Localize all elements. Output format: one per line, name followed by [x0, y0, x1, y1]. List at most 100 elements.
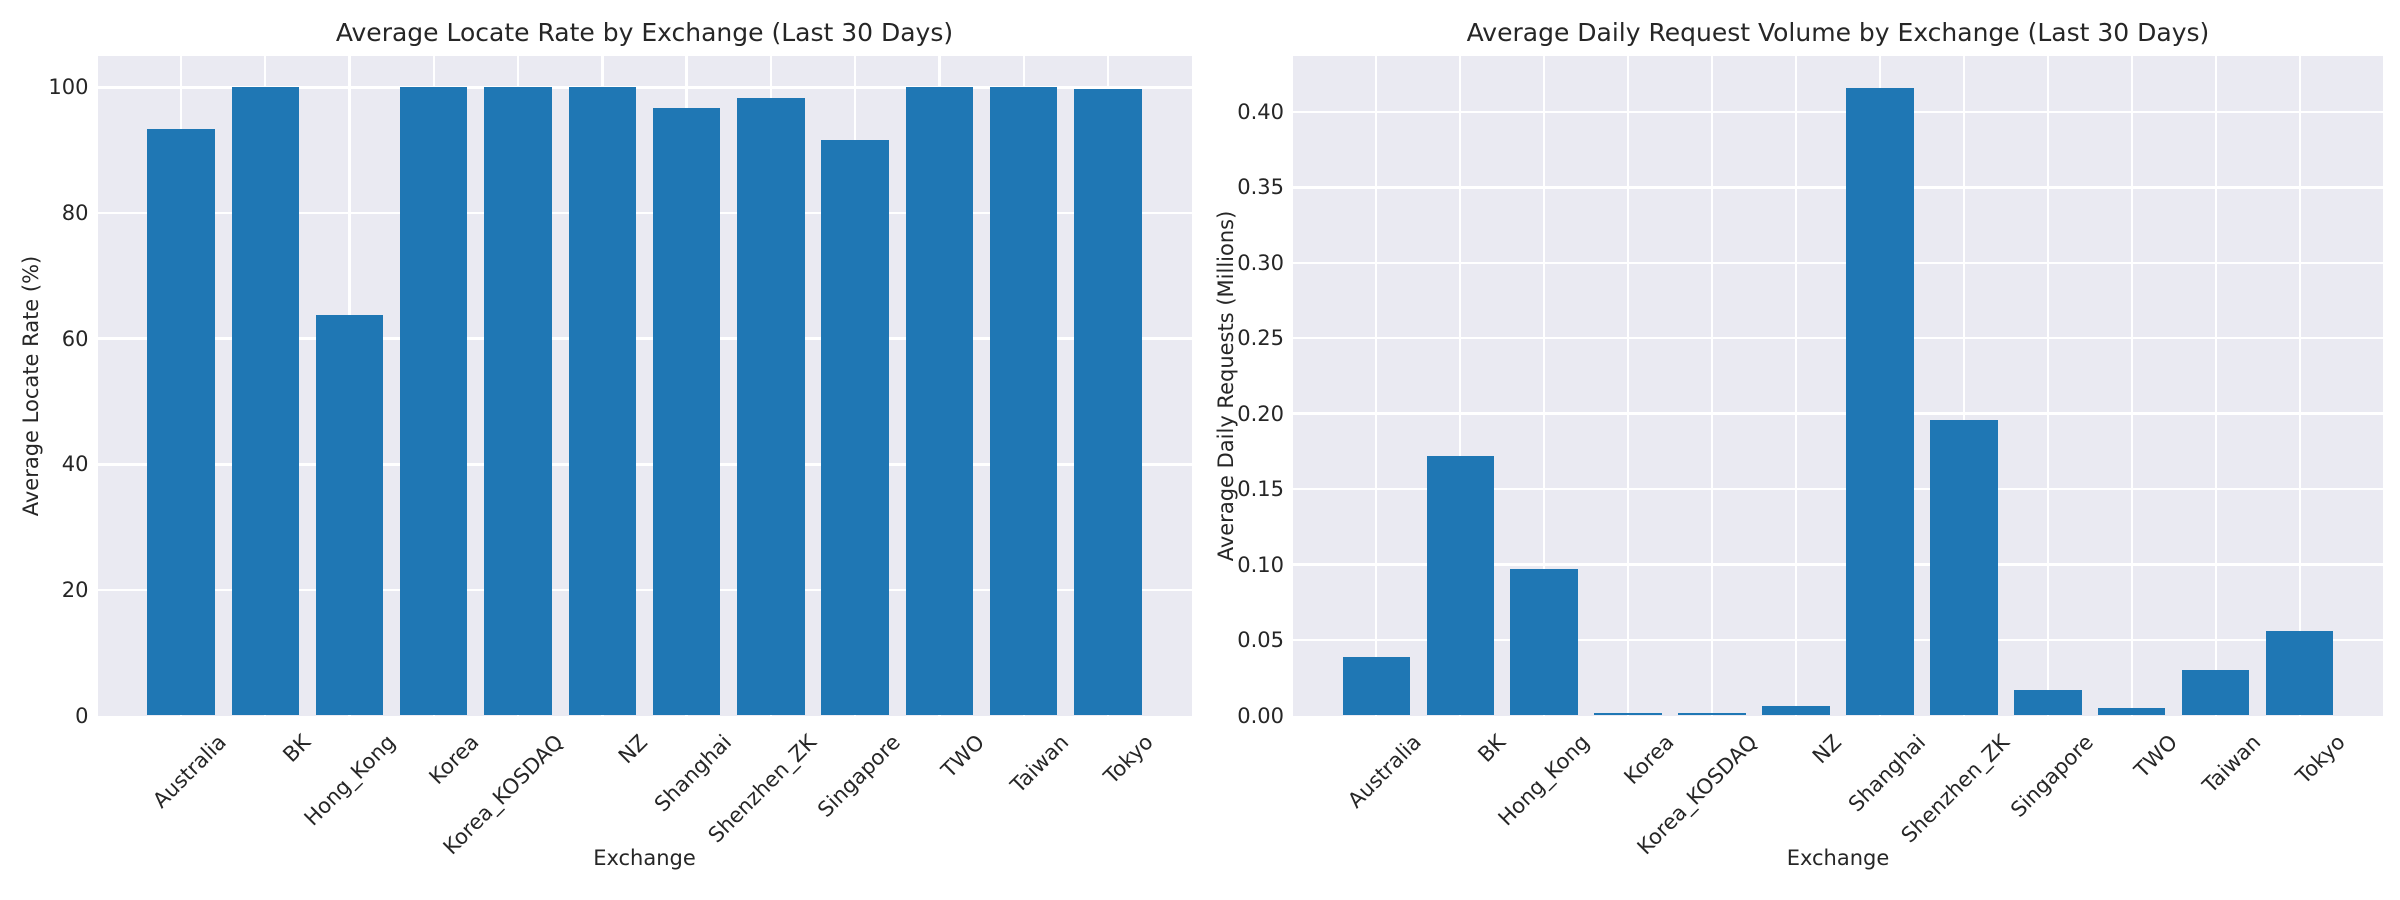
x-tick-label: Tokyo	[1099, 729, 1159, 789]
y-tick-label: 20	[61, 577, 89, 602]
y-tick-label: 80	[61, 201, 89, 226]
x-tick-label: Hong_Kong	[1493, 729, 1595, 830]
bar-australia	[147, 129, 215, 716]
plot-area	[97, 56, 1192, 716]
bar-shanghai	[1846, 87, 1914, 716]
y-gridline	[97, 337, 1192, 340]
chart-title: Average Locate Rate by Exchange (Last 30…	[335, 18, 954, 47]
bar-singapore	[2014, 689, 2082, 716]
x-gridline	[601, 56, 604, 716]
x-gridline	[1962, 56, 1966, 716]
y-gridline	[97, 588, 1192, 592]
x-gridline	[2214, 56, 2218, 716]
x-tick-label: Korea_KOSDAQ	[438, 729, 569, 859]
x-axis-label: Exchange	[593, 846, 696, 870]
x-gridline	[179, 56, 183, 716]
x-tick-label: Korea	[424, 729, 484, 789]
bar-korea_kosdaq	[484, 87, 552, 716]
x-tick-label: Singapore	[813, 729, 906, 822]
bar-shenzhen_zk	[1930, 419, 1998, 716]
x-tick-label: TWO	[937, 729, 990, 782]
y-tick-label: 0	[75, 703, 89, 728]
bar-taiwan	[990, 87, 1058, 716]
y-tick-label: 0.05	[1237, 628, 1284, 653]
bar-tokyo	[2266, 630, 2334, 716]
x-gridline	[2130, 56, 2134, 716]
x-gridline	[1374, 56, 1378, 716]
plot-area	[1293, 56, 2383, 716]
x-gridline	[432, 56, 436, 716]
bar-two	[2098, 707, 2166, 716]
x-gridline	[1710, 56, 1714, 716]
x-gridline	[1542, 56, 1546, 716]
bar-bk	[231, 87, 299, 716]
x-gridline	[1458, 56, 1462, 716]
x-tick-label: Tokyo	[2291, 729, 2350, 789]
x-gridline	[1878, 56, 1882, 716]
y-gridline	[1293, 110, 2383, 114]
x-tick-label: NZ	[1807, 729, 1846, 768]
bar-hong_kong	[1510, 569, 1578, 716]
x-gridline	[348, 56, 351, 716]
x-tick-label: Taiwan	[2198, 729, 2266, 797]
x-gridline	[769, 56, 773, 716]
x-tick-label: Hong_Kong	[299, 729, 400, 830]
x-tick-label: Shanghai	[1843, 729, 1930, 816]
y-tick-label: 0.35	[1237, 175, 1284, 200]
x-gridline	[685, 56, 688, 716]
x-tick-label: NZ	[614, 729, 653, 768]
bar-nz	[568, 87, 637, 716]
y-gridline	[97, 211, 1192, 215]
y-tick-label: 0.30	[1237, 250, 1284, 275]
x-tick-label: Shanghai	[650, 729, 737, 816]
y-tick-label: 0.15	[1237, 477, 1284, 502]
x-gridline	[1022, 56, 1026, 716]
y-gridline	[1293, 261, 2383, 264]
x-tick-label: Australia	[148, 729, 231, 813]
bar-korea	[400, 87, 468, 716]
y-gridline	[1293, 336, 2383, 340]
bar-bk	[1426, 455, 1494, 716]
bar-singapore	[821, 140, 889, 716]
y-tick-label: 0.20	[1237, 401, 1284, 426]
bar-korea	[1594, 712, 1662, 716]
x-tick-label: BK	[1473, 729, 1511, 767]
x-gridline	[938, 56, 941, 716]
bar-hong_kong	[315, 315, 384, 716]
y-gridline	[97, 463, 1192, 466]
bar-shanghai	[652, 107, 721, 716]
y-tick-label: 40	[61, 452, 89, 477]
x-gridline	[516, 56, 520, 716]
y-axis-label: Average Locate Rate (%)	[19, 255, 43, 517]
y-gridline	[1293, 487, 2383, 491]
y-gridline	[1293, 638, 2383, 642]
chart-title: Average Daily Request Volume by Exchange…	[1466, 18, 2210, 47]
x-axis-label: Exchange	[1786, 846, 1890, 870]
y-gridline	[1293, 186, 2383, 189]
y-tick-label: 60	[61, 326, 89, 351]
x-tick-label: Shenzhen_ZK	[1896, 729, 2014, 847]
y-axis-label: Average Daily Requests (Millions)	[1214, 210, 1238, 562]
x-gridline	[1106, 56, 1110, 716]
x-tick-label: Korea	[1618, 729, 1679, 789]
bar-two	[905, 87, 974, 716]
y-gridline	[1293, 563, 2383, 566]
bar-australia	[1342, 656, 1410, 716]
y-tick-label: 0.00	[1237, 703, 1284, 728]
y-tick-label: 100	[48, 75, 89, 100]
x-tick-label: Korea_KOSDAQ	[1632, 729, 1763, 859]
x-tick-label: TWO	[2129, 729, 2182, 782]
x-tick-label: Australia	[1343, 729, 1427, 813]
y-gridline	[97, 86, 1192, 89]
bar-shenzhen_zk	[737, 98, 805, 716]
bar-tokyo	[1074, 88, 1142, 716]
y-tick-label: 0.10	[1237, 552, 1284, 577]
x-tick-label: Singapore	[2006, 729, 2098, 822]
y-tick-label: 0.40	[1237, 99, 1284, 124]
x-gridline	[2046, 56, 2050, 716]
x-gridline	[853, 56, 857, 716]
x-tick-label: BK	[278, 729, 316, 767]
